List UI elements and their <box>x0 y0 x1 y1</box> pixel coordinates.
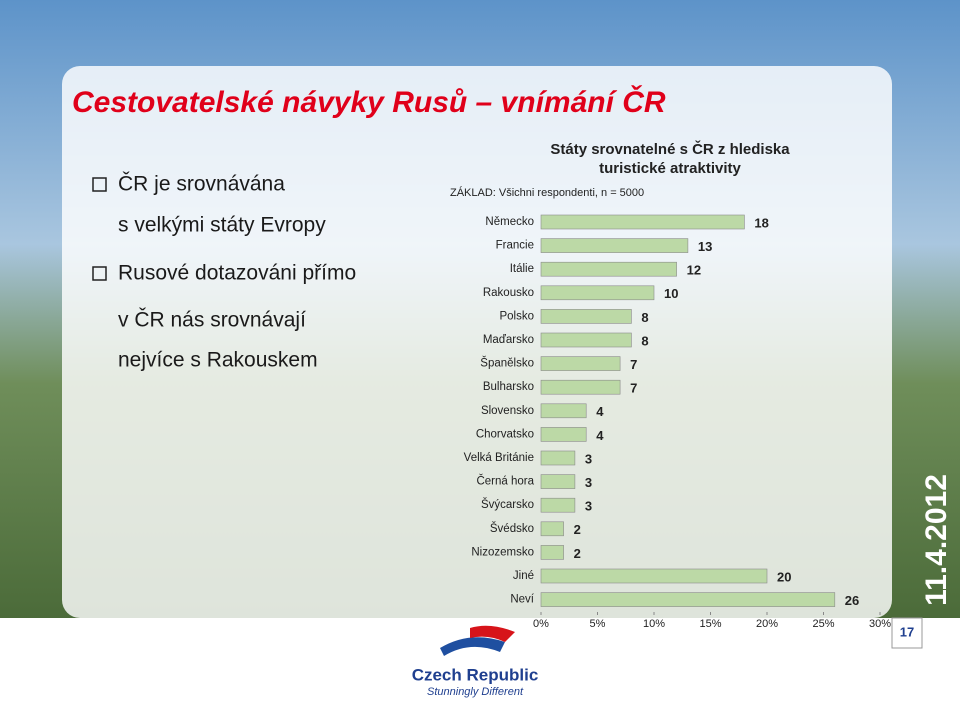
value-label: 8 <box>641 333 648 348</box>
bar <box>540 285 655 301</box>
logo-flag-blue <box>440 637 505 656</box>
y-tick-label: Německo <box>485 216 534 228</box>
y-tick-label: Maďarsko <box>483 334 534 346</box>
y-tick-label: Velká Británie <box>464 452 534 464</box>
date: 11.4.2012 <box>920 474 953 606</box>
y-tick-label: Francie <box>496 240 534 252</box>
x-tick-label: 5% <box>590 618 606 630</box>
value-label: 2 <box>574 546 581 561</box>
value-label: 4 <box>596 404 604 419</box>
y-tick-label: Černá hora <box>476 475 534 488</box>
logo: Czech Republic Stunningly Different <box>412 625 539 698</box>
y-tick-label: Bulharsko <box>483 381 534 393</box>
bar <box>540 261 677 277</box>
slide-title: Cestovatelské návyky Rusů – vnímání ČR <box>72 85 666 119</box>
logo-name: Czech Republic <box>412 665 539 684</box>
value-label: 26 <box>845 593 859 608</box>
bar <box>540 214 745 230</box>
bullet-box <box>92 177 107 192</box>
bar <box>540 332 632 348</box>
value-label: 2 <box>574 522 581 537</box>
bullet-text: v ČR nás srovnávají <box>118 309 306 332</box>
y-tick-label: Neví <box>510 594 534 606</box>
x-tick-label: 15% <box>699 618 721 630</box>
bar <box>540 356 621 371</box>
bar <box>540 474 576 489</box>
value-label: 3 <box>585 499 592 514</box>
value-label: 7 <box>630 381 637 396</box>
y-tick-label: Rakousko <box>483 287 534 299</box>
value-label: 12 <box>687 263 701 278</box>
chart-title: turistické atraktivity <box>599 160 741 177</box>
bar <box>540 238 689 253</box>
bar <box>540 403 587 419</box>
y-tick-label: Španělsko <box>480 357 534 370</box>
value-label: 3 <box>585 451 592 466</box>
bullet-box <box>92 266 107 281</box>
y-tick-label: Itálie <box>510 263 534 275</box>
chart-title: Státy srovnatelné s ČR z hlediska <box>550 140 790 158</box>
value-label: 3 <box>585 475 592 490</box>
value-label: 20 <box>777 569 791 584</box>
logo-slogan: Stunningly Different <box>427 686 524 698</box>
bullet-text: ČR je srovnávána <box>118 173 285 196</box>
bullet-text: nejvíce s Rakouskem <box>118 349 318 372</box>
x-tick-label: 10% <box>643 618 665 630</box>
value-label: 4 <box>596 428 604 443</box>
y-tick-label: Slovensko <box>481 405 534 417</box>
value-label: 7 <box>630 357 637 372</box>
logo-flag-red <box>470 625 515 642</box>
bar <box>540 568 768 584</box>
value-label: 10 <box>664 286 678 301</box>
x-tick-label: 20% <box>756 618 778 630</box>
y-tick-label: Jiné <box>513 570 534 582</box>
y-tick-label: Polsko <box>499 310 534 322</box>
value-label: 18 <box>754 215 768 230</box>
value-label: 8 <box>641 310 648 325</box>
bar <box>540 379 621 395</box>
bar <box>540 450 576 466</box>
x-tick-label: 30% <box>869 618 891 630</box>
bar <box>540 427 587 442</box>
bullet-text: Rusové dotazováni přímo <box>118 262 356 285</box>
chart-subtitle: ZÁKLAD: Všichni respondenti, n = 5000 <box>450 186 644 199</box>
bar <box>540 521 564 537</box>
page-number: 17 <box>900 624 914 639</box>
bar <box>540 592 836 607</box>
bullet-text: s velkými státy Evropy <box>118 214 326 237</box>
page-number-box <box>891 617 923 649</box>
bar <box>540 497 576 513</box>
y-tick-label: Chorvatsko <box>476 428 534 440</box>
y-tick-label: Švýcarsko <box>481 498 534 511</box>
bar <box>540 545 564 560</box>
bullet-list: ČR je srovnávána s velkými státy Evropy Ru… <box>92 173 356 372</box>
chart: 0% 5% 10% 15% 20% 25% 30% Německo 18 Francie 13 Itá… <box>464 214 891 630</box>
y-tick-label: Švédsko <box>490 522 534 535</box>
bar <box>540 309 632 324</box>
x-tick-label: 0% <box>533 618 549 630</box>
value-label: 13 <box>698 239 712 254</box>
y-tick-label: Nizozemsko <box>471 546 534 558</box>
content-panel <box>62 66 892 618</box>
x-tick-label: 25% <box>812 618 834 630</box>
